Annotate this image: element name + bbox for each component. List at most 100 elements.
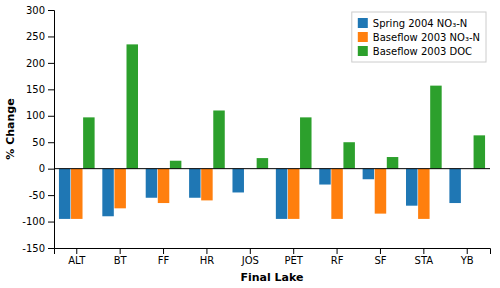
x-tick-line [120, 248, 121, 254]
bar [114, 169, 125, 209]
bar [170, 161, 181, 169]
y-axis: -150 -100 -50 0 50 100 150 200 250 300 [22, 5, 54, 254]
bar [257, 158, 268, 169]
legend-item: Baseflow 2003 DOC [358, 46, 472, 57]
bar [71, 169, 82, 219]
x-tick: BT [114, 248, 128, 266]
x-tick: RF [331, 248, 344, 266]
x-tick: PET [284, 248, 303, 266]
y-tick: 50 [32, 137, 54, 148]
y-tick-line [48, 63, 54, 64]
series [59, 169, 461, 219]
x-tick-line [380, 248, 381, 254]
bar [288, 169, 299, 219]
x-tick-label: PET [284, 255, 303, 266]
series [83, 44, 485, 168]
bar [102, 169, 113, 217]
bar [189, 169, 200, 198]
y-tick: 300 [26, 5, 54, 16]
bar [213, 110, 224, 168]
legend: Spring 2004 NO₃-N Baseflow 2003 NO₃-N Base… [352, 12, 486, 62]
bar [300, 117, 311, 168]
y-tick-label: 0 [39, 163, 45, 174]
bar [201, 169, 212, 201]
y-tick: 100 [26, 110, 54, 121]
legend-label: Baseflow 2003 DOC [373, 46, 472, 57]
legend-swatch [358, 46, 368, 56]
bar [319, 169, 330, 185]
bar [387, 157, 398, 169]
chart: -150 -100 -50 0 50 100 150 200 250 300 ALT BT FF HR JO… [0, 0, 500, 288]
x-tick: FF [158, 248, 170, 266]
x-tick-label: BT [114, 255, 128, 266]
bar [474, 135, 485, 168]
bar [331, 169, 342, 219]
y-tick: -100 [22, 216, 54, 227]
plot: -150 -100 -50 0 50 100 150 200 250 300 ALT BT FF HR JO… [4, 5, 491, 284]
bar [83, 117, 94, 168]
legend-box [352, 12, 486, 62]
x-tick-line [467, 248, 468, 254]
bar [406, 169, 417, 206]
bar [146, 169, 157, 198]
y-tick-label: 150 [26, 84, 45, 95]
y-tick: 150 [26, 84, 54, 95]
y-tick-label: 200 [26, 58, 45, 69]
y-tick-label: 300 [26, 5, 45, 16]
y-axis-title: % Change [4, 98, 17, 159]
legend-swatch [358, 18, 368, 28]
y-tick: -150 [22, 243, 54, 254]
bar [127, 44, 138, 168]
y-tick: 200 [26, 58, 54, 69]
x-tick-label: STA [415, 255, 434, 266]
x-tick-line [250, 248, 251, 254]
x-tick-label: SF [374, 255, 386, 266]
x-tick-line [293, 248, 294, 254]
y-tick-line [48, 116, 54, 117]
x-tick: ALT [68, 248, 86, 266]
x-axis-line [55, 249, 491, 255]
bar [430, 86, 441, 169]
y-tick-label: -150 [22, 243, 45, 254]
x-tick-label: FF [158, 255, 170, 266]
x-tick: JOS [241, 248, 259, 266]
bars [59, 44, 485, 219]
bar [418, 169, 429, 219]
y-tick-label: 50 [32, 137, 45, 148]
y-tick: 250 [26, 31, 54, 42]
x-tick-line [76, 248, 77, 254]
legend-item: Baseflow 2003 NO₃-N [358, 32, 480, 43]
x-tick-label: ALT [68, 255, 86, 266]
legend-swatch [358, 32, 368, 42]
y-tick-label: 250 [26, 31, 45, 42]
x-tick-label: YB [460, 255, 474, 266]
bar [276, 169, 287, 219]
x-tick-label: RF [331, 255, 344, 266]
y-axis-line [48, 11, 55, 249]
legend-item: Spring 2004 NO₃-N [358, 18, 468, 29]
zero-line [54, 168, 490, 169]
y-tick-label: -50 [29, 190, 45, 201]
bar [449, 169, 460, 203]
x-tick-line [423, 248, 424, 254]
bar [59, 169, 70, 219]
x-tick-label: HR [200, 255, 215, 266]
x-axis: ALT BT FF HR JOS PET RF SF STA YB [55, 248, 491, 266]
legend-label: Baseflow 2003 NO₃-N [373, 32, 480, 43]
x-tick-line [163, 248, 164, 254]
y-tick: -50 [29, 190, 54, 201]
x-tick: HR [200, 248, 215, 266]
bar [232, 169, 243, 193]
y-tick-line [48, 195, 54, 196]
x-axis-title: Final Lake [240, 271, 303, 284]
y-tick-line [48, 10, 54, 11]
x-tick: YB [460, 248, 474, 266]
y-tick-line [48, 222, 54, 223]
y-tick-line [48, 36, 54, 37]
bar [375, 169, 386, 214]
y-tick: 0 [39, 163, 54, 174]
y-tick-label: 100 [26, 110, 45, 121]
y-tick-label: -100 [22, 216, 45, 227]
bar [363, 169, 374, 180]
x-tick-label: JOS [241, 255, 259, 266]
